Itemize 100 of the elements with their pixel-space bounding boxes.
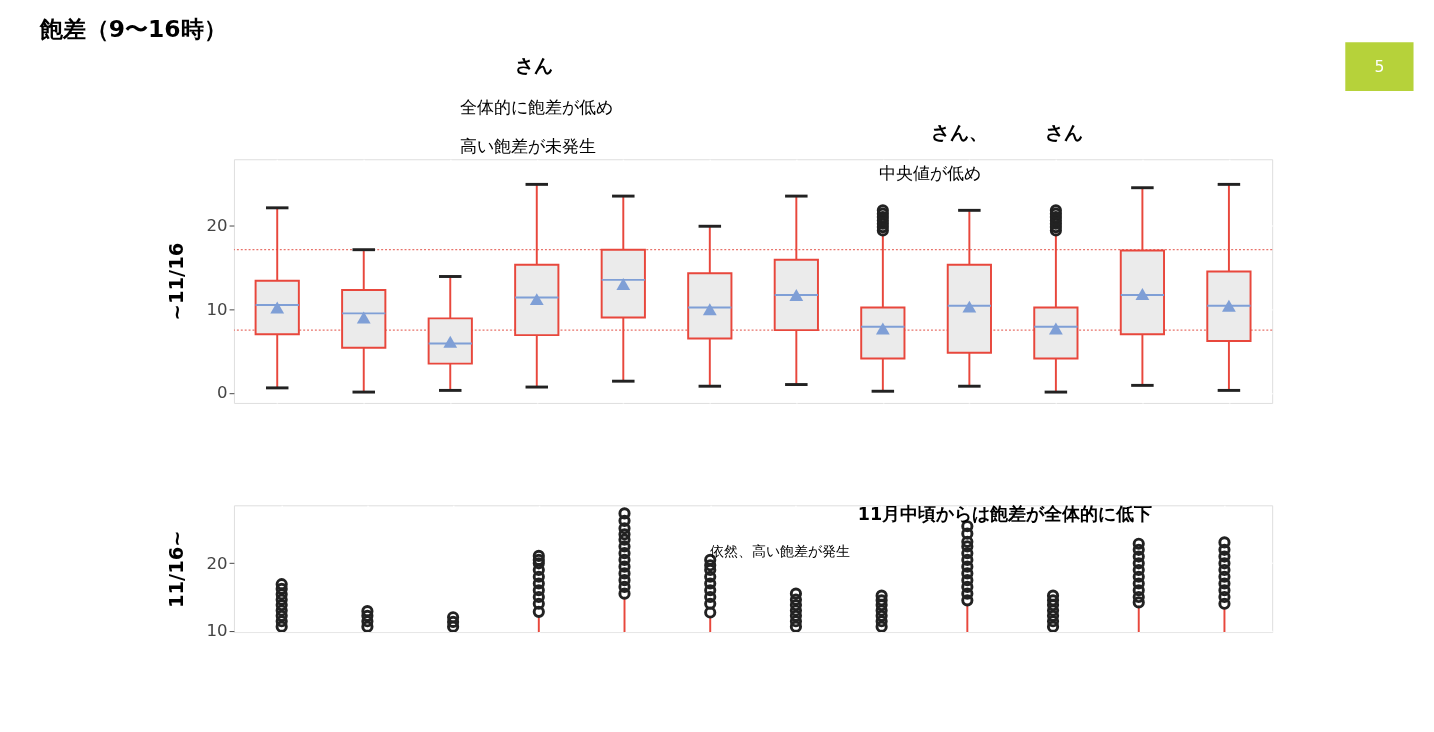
- point: [532, 605, 545, 618]
- y-tick-label: 10: [206, 621, 228, 641]
- point: [618, 540, 631, 553]
- point: [789, 599, 803, 612]
- point: [704, 606, 717, 619]
- point: [961, 547, 974, 560]
- point: [875, 604, 888, 617]
- point: [275, 615, 288, 628]
- point: [1218, 590, 1231, 604]
- point: [704, 570, 717, 583]
- point: [1132, 570, 1145, 583]
- point: [1046, 615, 1060, 628]
- point: [789, 604, 803, 617]
- point: [361, 605, 374, 618]
- point: [618, 547, 631, 560]
- point: [1218, 597, 1231, 610]
- point: [618, 580, 631, 593]
- point: [1218, 543, 1231, 556]
- point: [1218, 570, 1231, 583]
- y-axis-title: ~11/16: [165, 242, 189, 321]
- text: 5: [1374, 57, 1385, 76]
- point: [275, 609, 288, 622]
- point: [618, 533, 631, 546]
- point: [532, 570, 545, 583]
- point: [618, 553, 631, 566]
- point: [275, 599, 288, 612]
- point: [1132, 584, 1145, 597]
- point: [1046, 609, 1060, 622]
- point: [961, 594, 974, 607]
- text: さん: [514, 55, 553, 77]
- point: [1218, 557, 1231, 570]
- point: [704, 584, 717, 597]
- point: [961, 580, 974, 593]
- point: [1132, 550, 1145, 563]
- point: [1218, 536, 1231, 549]
- point: [789, 620, 803, 633]
- point: [789, 587, 803, 600]
- point: [361, 615, 374, 628]
- point: [1218, 563, 1231, 577]
- point: [618, 528, 631, 541]
- annotation: 11月中頃からは飽差が全体的に低下: [857, 503, 1153, 524]
- point: [1132, 590, 1145, 604]
- point: [961, 560, 974, 573]
- point: [1218, 584, 1231, 597]
- text: 全体的に飽差が低め: [460, 98, 614, 118]
- point: [704, 597, 717, 610]
- point: [704, 590, 717, 604]
- point: [275, 593, 288, 606]
- point: [961, 574, 974, 587]
- point: [275, 578, 288, 591]
- point: [704, 577, 717, 590]
- annotation: 中央値が低め: [879, 163, 982, 183]
- point: [447, 615, 460, 629]
- point: [618, 507, 631, 520]
- point: [532, 549, 545, 562]
- point: [361, 620, 374, 633]
- point: [789, 609, 803, 622]
- point: [361, 609, 374, 622]
- point: [618, 560, 631, 573]
- point: [532, 597, 545, 610]
- point: [704, 563, 717, 577]
- point: [532, 553, 545, 566]
- point: [532, 577, 545, 590]
- y-axis-title: 11/16~: [165, 530, 189, 609]
- point: [789, 593, 803, 606]
- point: [1218, 577, 1231, 590]
- point: [275, 604, 288, 617]
- point: [961, 527, 974, 540]
- point: [618, 522, 631, 535]
- point: [618, 567, 631, 580]
- point: [1132, 563, 1145, 577]
- point: [961, 587, 974, 600]
- text: さん、 さん: [930, 121, 1083, 143]
- point: [875, 609, 888, 622]
- point: [1132, 577, 1145, 590]
- point: [447, 611, 460, 624]
- text: 高い飽差が未発生: [460, 137, 597, 157]
- point: [1218, 550, 1231, 563]
- y-tick-label: 20: [206, 553, 228, 573]
- point: [1132, 543, 1145, 556]
- point: [704, 559, 717, 572]
- point: [618, 514, 631, 527]
- point: [447, 620, 460, 633]
- point: [875, 615, 888, 628]
- point: [532, 590, 545, 604]
- point: [1046, 620, 1060, 633]
- y-tick-label: 10: [206, 299, 228, 319]
- point: [1132, 557, 1145, 570]
- y-tick-label: 20: [206, 215, 228, 235]
- point: [875, 620, 888, 633]
- point: [1132, 537, 1145, 550]
- point: [275, 620, 288, 633]
- point: [1132, 596, 1145, 609]
- point: [961, 553, 974, 566]
- y-tick-label: 0: [217, 383, 228, 403]
- point: [275, 588, 288, 601]
- point: [618, 587, 631, 600]
- annotation: 依然、高い飽差が発生: [709, 543, 850, 560]
- point: [1046, 604, 1060, 617]
- point: [961, 567, 974, 580]
